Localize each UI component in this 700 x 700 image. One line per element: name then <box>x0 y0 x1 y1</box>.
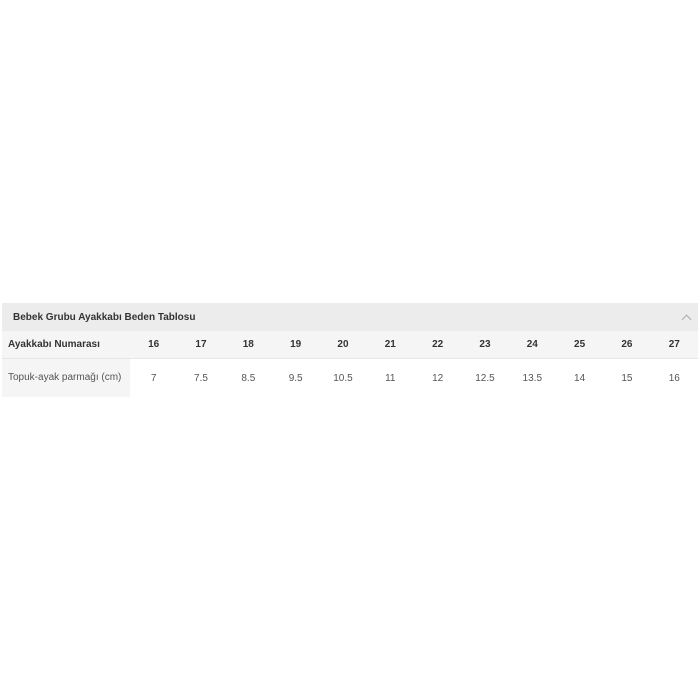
length-cell: 9.5 <box>271 358 320 397</box>
length-cell: 7.5 <box>177 358 225 397</box>
size-cell: 26 <box>603 331 651 359</box>
size-cell: 17 <box>177 331 225 359</box>
size-cell: 21 <box>366 331 414 359</box>
accordion-header[interactable]: Bebek Grubu Ayakkabı Beden Tablosu <box>2 303 698 331</box>
length-cell: 13.5 <box>508 358 556 397</box>
size-cell: 19 <box>271 331 320 359</box>
length-cell: 16 <box>650 358 698 397</box>
length-cell: 8.5 <box>224 358 272 397</box>
size-cell: 20 <box>319 331 367 359</box>
size-cell: 22 <box>413 331 462 359</box>
size-cell: 16 <box>130 331 178 359</box>
length-cell: 12.5 <box>461 358 509 397</box>
length-cell: 15 <box>603 358 651 397</box>
length-cell: 12 <box>413 358 462 397</box>
table-row: Topuk-ayak parmağı (cm) 7 7.5 8.5 9.5 10.5 11… <box>2 358 698 397</box>
length-cell: 11 <box>366 358 414 397</box>
length-cell: 7 <box>130 358 178 397</box>
panel-title: Bebek Grubu Ayakkabı Beden Tablosu <box>13 311 196 323</box>
size-cell: 25 <box>555 331 604 359</box>
row-label: Topuk-ayak parmağı (cm) <box>2 358 130 397</box>
size-cell: 23 <box>461 331 509 359</box>
header-label: Ayakkabı Numarası <box>2 331 130 359</box>
length-cell: 10.5 <box>319 358 367 397</box>
length-cell: 14 <box>555 358 604 397</box>
size-table: Ayakkabı Numarası 16 17 18 19 20 21 22 23 24 25 26… <box>2 331 698 397</box>
size-cell: 24 <box>508 331 556 359</box>
size-cell: 18 <box>224 331 272 359</box>
size-chart-panel: Bebek Grubu Ayakkabı Beden Tablosu Ayakk… <box>2 303 698 397</box>
size-cell: 27 <box>650 331 698 359</box>
table-header-row: Ayakkabı Numarası 16 17 18 19 20 21 22 23 24 25 26… <box>2 331 698 359</box>
chevron-up-icon[interactable] <box>681 314 692 324</box>
